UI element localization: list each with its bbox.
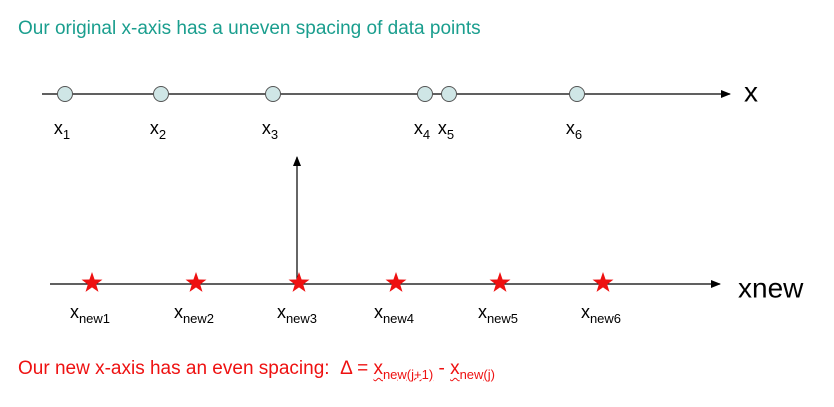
new-point-label-4: xnew4 — [374, 302, 414, 326]
original-point-label-2: x2 — [150, 118, 166, 142]
new-point-label-5: xnew5 — [478, 302, 518, 326]
new-point-label-6: xnew6 — [581, 302, 621, 326]
original-axis-label: x — [744, 76, 758, 107]
formula-text: Our new x-axis has an even spacing: — [18, 358, 330, 379]
term1-sub: new(j+1) — [382, 367, 434, 382]
term2-base: x — [450, 358, 460, 379]
minus-sign: - — [438, 358, 445, 379]
term1-base: x — [373, 358, 383, 379]
original-point-label-1: x1 — [54, 118, 70, 142]
new-point-label-2: xnew2 — [174, 302, 214, 326]
term-xnew-j: xnew(j) — [450, 358, 495, 382]
new-point-label-3: xnew3 — [277, 302, 317, 326]
original-point-4 — [417, 86, 433, 102]
original-point-1 — [57, 86, 73, 102]
new-point-label-1: xnew1 — [70, 302, 110, 326]
original-point-label-4: x4 — [414, 118, 430, 142]
term2-sub: new(j) — [459, 367, 495, 382]
original-point-label-3: x3 — [262, 118, 278, 142]
term-xnew-j-plus-1: xnew(j+1) — [373, 358, 434, 382]
new-point-star-5 — [489, 272, 511, 292]
new-axis-label: xnew — [738, 272, 804, 303]
equals-sign: = — [357, 358, 369, 379]
diagram-title: Our original x-axis has a uneven spacing… — [18, 18, 481, 39]
delta-symbol: Δ — [340, 358, 352, 379]
new-point-star-2 — [185, 272, 207, 292]
original-point-5 — [441, 86, 457, 102]
original-point-label-5: x5 — [438, 118, 454, 142]
original-point-2 — [153, 86, 169, 102]
original-point-6 — [569, 86, 585, 102]
new-point-star-6 — [592, 272, 614, 292]
spacing-formula: Our new x-axis has an even spacing: Δ = … — [18, 358, 495, 382]
original-point-label-6: x6 — [566, 118, 582, 142]
original-point-3 — [265, 86, 281, 102]
new-point-star-4 — [385, 272, 407, 292]
new-point-star-1 — [81, 272, 103, 292]
new-point-star-3 — [288, 272, 310, 292]
